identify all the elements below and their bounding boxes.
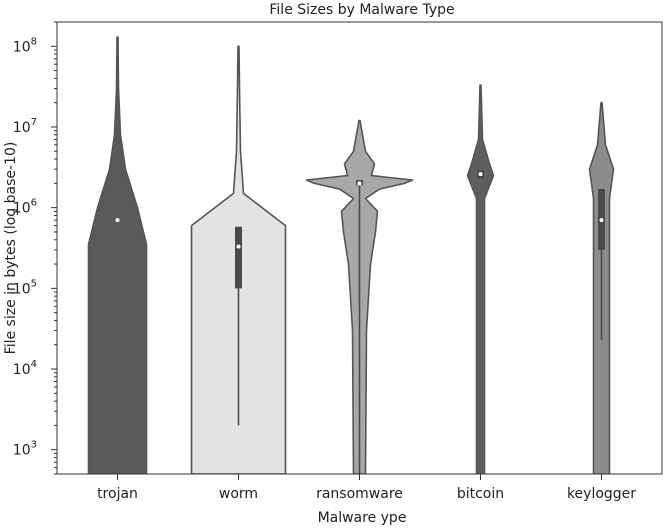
violin-layer xyxy=(87,36,615,474)
median-point-keylogger xyxy=(599,218,604,223)
violin-bitcoin xyxy=(466,84,495,474)
y-tick-label: 104 xyxy=(13,359,37,378)
y-tick-label: 103 xyxy=(13,440,37,459)
chart-title: File Sizes by Malware Type xyxy=(269,2,454,18)
y-tick-label: 106 xyxy=(13,198,37,217)
y-axis: 103 104 105 106 107 108 xyxy=(13,21,57,475)
y-tick-label: 107 xyxy=(13,117,37,136)
iqr-box-worm xyxy=(235,226,242,289)
y-axis-label: File size in bytes (log base-10) xyxy=(3,142,19,355)
x-axis-label: Malware ype xyxy=(318,510,407,526)
y-tick-label: 105 xyxy=(13,278,37,297)
x-tick-label-bitcoin: bitcoin xyxy=(457,486,504,502)
violin-trojan xyxy=(87,36,148,474)
x-tick-label-trojan: trojan xyxy=(97,486,138,502)
y-tick-label: 108 xyxy=(13,36,37,55)
median-point-trojan xyxy=(115,218,120,223)
median-point-bitcoin xyxy=(478,172,483,177)
x-tick-label-ransomware: ransomware xyxy=(316,486,403,502)
x-tick-label-worm: worm xyxy=(219,486,258,502)
x-axis: trojan worm ransomware bitcoin keylogger xyxy=(97,474,636,502)
x-tick-label-keylogger: keylogger xyxy=(567,486,636,502)
median-point-worm xyxy=(236,244,241,249)
median-point-ransomware xyxy=(357,181,362,186)
